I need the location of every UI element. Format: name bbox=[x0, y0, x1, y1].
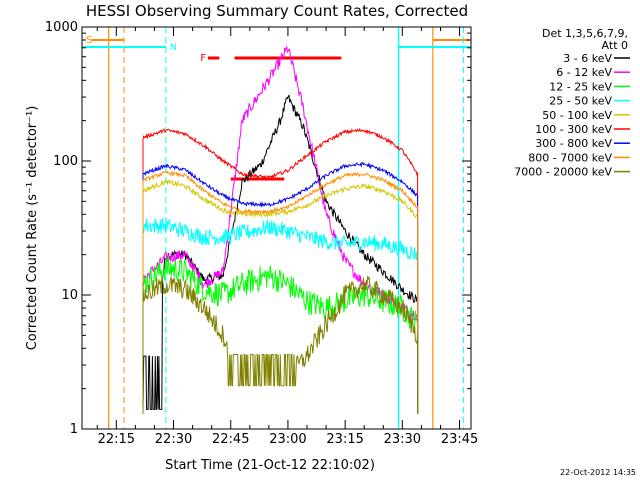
y-tick-label: 100 bbox=[53, 154, 78, 169]
x-tick-label: 23:45 bbox=[441, 432, 478, 447]
legend-label: 25 - 50 keV bbox=[549, 95, 612, 108]
legend-header-line-1: Det 1,3,5,6,7,9, bbox=[542, 27, 628, 40]
plot-frame bbox=[81, 26, 472, 430]
legend-label: 3 - 6 keV bbox=[563, 52, 612, 65]
x-tick-label: 22:45 bbox=[212, 432, 249, 447]
x-tick-label: 22:15 bbox=[98, 432, 135, 447]
timestamp: 22-Oct-2012 14:35 bbox=[560, 468, 636, 477]
series-line bbox=[142, 275, 419, 414]
y-tick-label: 1000 bbox=[45, 20, 78, 35]
y-tick-label: 10 bbox=[61, 288, 78, 303]
series-layer bbox=[142, 45, 419, 414]
y-tick-label: 1 bbox=[70, 422, 78, 437]
x-tick-label: 22:30 bbox=[155, 432, 192, 447]
series-line bbox=[142, 127, 419, 414]
x-tick-label: 23:30 bbox=[384, 432, 421, 447]
legend-label: 100 - 300 keV bbox=[535, 123, 612, 136]
chart-title: HESSI Observing Summary Count Rates, Cor… bbox=[86, 2, 468, 20]
night-flag-label: N bbox=[170, 43, 177, 53]
series-line bbox=[142, 217, 419, 414]
axis-ticks: 22:15 22:30 22:45 23:00 23:15 23:30 23:45 1 10 10… bbox=[45, 20, 478, 447]
saa-flag-label: S bbox=[86, 35, 92, 46]
legend-label: 6 - 12 keV bbox=[556, 66, 612, 79]
y-axis-label: Corrected Count Rate (s⁻¹ detector⁻¹) bbox=[25, 106, 40, 351]
series-line bbox=[142, 255, 419, 414]
series-line bbox=[142, 162, 419, 414]
flare-flag-label: F bbox=[200, 53, 206, 64]
series-line bbox=[142, 179, 419, 414]
x-tick-label: 23:00 bbox=[269, 432, 306, 447]
legend-label: 7000 - 20000 keV bbox=[514, 166, 612, 179]
legend-header-line-2: Att 0 bbox=[602, 39, 628, 52]
x-tick-label: 23:15 bbox=[326, 432, 363, 447]
legend-label: 50 - 100 keV bbox=[542, 109, 612, 122]
legend-label: 12 - 25 keV bbox=[549, 80, 612, 93]
series-line bbox=[142, 170, 419, 414]
legend-label: 300 - 800 keV bbox=[535, 137, 612, 150]
x-axis-label: Start Time (21-Oct-12 22:10:02) bbox=[165, 458, 375, 473]
legend-label: 800 - 7000 keV bbox=[528, 151, 612, 164]
